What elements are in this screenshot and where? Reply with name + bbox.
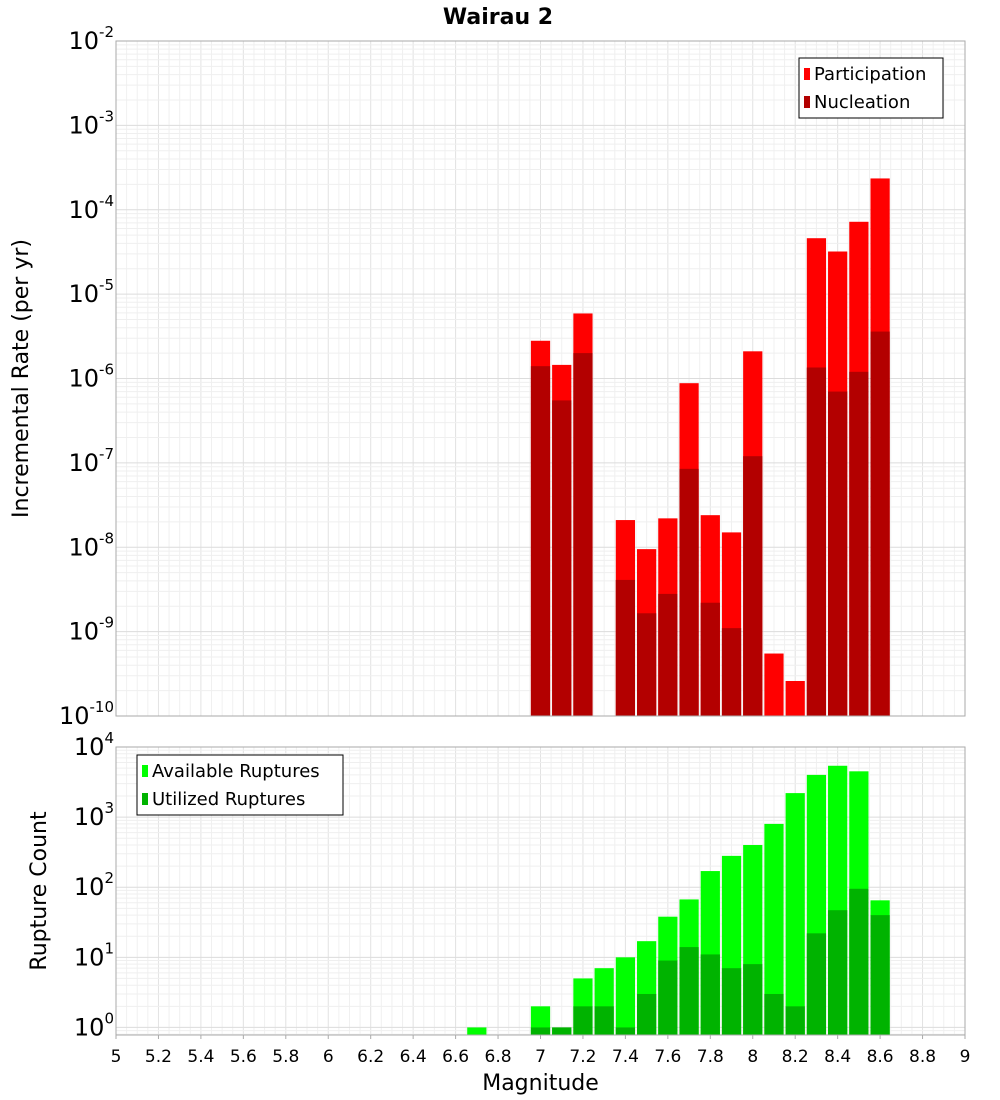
top-y-tick-label: 10-8 <box>68 529 114 561</box>
bottom-y-tick-label: 100 <box>74 1009 114 1041</box>
top-bar-series2 <box>552 400 572 716</box>
x-ticks: 5 5.2 5.4 5.6 5.8 6 6.2 6.4 6.6 6.8 7 7.2 7.4 7.6 7.8 8… <box>111 1035 971 1067</box>
top-y-tick-label: 10-4 <box>68 192 114 224</box>
top-bar-series2 <box>679 468 699 716</box>
top-legend-box <box>798 57 944 119</box>
bottom-bar-series2 <box>594 1006 614 1035</box>
x-tick-label: 7.4 <box>612 1047 639 1067</box>
bottom-bar-series2 <box>785 1006 805 1035</box>
bottom-y-tick-label: 102 <box>74 869 114 901</box>
bottom-bar-series2 <box>764 993 784 1035</box>
x-tick-label: 7.8 <box>697 1047 724 1067</box>
top-bars <box>530 178 890 716</box>
top-y-tick-label: 10-10 <box>59 698 114 730</box>
top-legend-label: Participation <box>814 64 926 85</box>
x-tick-label: 7.6 <box>654 1047 681 1067</box>
x-tick-label: 5.6 <box>230 1047 257 1067</box>
x-tick-label: 8 <box>747 1047 758 1067</box>
bottom-bar-series2 <box>870 915 890 1035</box>
bottom-y-tick-label: 101 <box>74 939 114 971</box>
bottom-bar-series2 <box>573 1006 593 1035</box>
top-bar-series2 <box>700 602 720 716</box>
top-bar-series1 <box>764 653 784 716</box>
x-tick-label: 7.2 <box>569 1047 596 1067</box>
bottom-y-tick-label: 104 <box>74 729 114 761</box>
top-bar-series2 <box>658 593 678 716</box>
x-tick-label: 6.8 <box>485 1047 512 1067</box>
x-tick-label: 8.8 <box>909 1047 936 1067</box>
bottom-bar-series1 <box>785 793 805 1035</box>
x-tick-label: 8.4 <box>824 1047 851 1067</box>
top-bar-series2 <box>870 331 890 716</box>
bottom-bar-series1 <box>467 1027 487 1035</box>
top-y-tick-label: 10-6 <box>68 361 114 393</box>
bottom-plot: 100 101 102 103 104 Rupture Count Available Ru… <box>27 729 970 1096</box>
bottom-legend-box <box>136 754 344 816</box>
top-bar-series2 <box>637 613 657 716</box>
top-plot: 10-10 10-9 10-8 10-7 10-6 10-5 10-4 10-3 10-2 Inc… <box>9 23 966 730</box>
x-tick-label: 5.2 <box>145 1047 172 1067</box>
top-bar-series2 <box>849 371 869 716</box>
top-legend-swatch <box>804 96 810 108</box>
bottom-bar-series2 <box>637 993 657 1035</box>
bottom-legend: Available Ruptures Utilized Ruptures <box>136 754 344 816</box>
bottom-y-tick-label: 103 <box>74 799 114 831</box>
x-tick-label: 8.2 <box>782 1047 809 1067</box>
top-legend-swatch <box>804 68 810 80</box>
x-tick-label: 9 <box>960 1047 971 1067</box>
x-tick-label: 5.8 <box>272 1047 299 1067</box>
bottom-legend-label: Available Ruptures <box>152 761 320 782</box>
top-y-tick-label: 10-7 <box>68 445 114 477</box>
x-tick-label: 5 <box>111 1047 122 1067</box>
bottom-bar-series2 <box>700 954 720 1035</box>
bottom-bar-series2 <box>743 964 763 1035</box>
bottom-bars <box>467 765 890 1035</box>
x-tick-label: 6.6 <box>442 1047 469 1067</box>
top-y-tick-label: 10-3 <box>68 107 114 139</box>
bottom-legend-swatch <box>142 793 148 805</box>
top-y-axis-label: Incremental Rate (per yr) <box>9 239 34 518</box>
bottom-y-ticks: 100 101 102 103 104 <box>74 729 114 1041</box>
x-tick-label: 6 <box>323 1047 334 1067</box>
x-tick-label: 7 <box>535 1047 546 1067</box>
top-y-tick-label: 10-2 <box>68 23 114 55</box>
top-bar-series2 <box>573 353 593 716</box>
bottom-bar-series2 <box>615 1027 636 1035</box>
x-tick-label: 6.4 <box>400 1047 427 1067</box>
bottom-bar-series2 <box>849 888 869 1035</box>
chart-title: Wairau 2 <box>443 5 553 30</box>
top-bar-series2 <box>743 456 763 716</box>
bottom-legend-swatch <box>142 765 148 777</box>
top-y-tick-label: 10-5 <box>68 276 114 308</box>
top-frame <box>115 40 966 717</box>
bottom-bar-series2 <box>721 968 742 1035</box>
bottom-bar-series2 <box>806 933 827 1035</box>
top-bar-series2 <box>721 628 742 716</box>
top-legend-label: Nucleation <box>814 92 910 113</box>
bottom-bar-series2 <box>658 960 678 1035</box>
bottom-bar-series1 <box>764 823 784 1035</box>
top-bar-series2 <box>806 367 827 716</box>
x-tick-label: 6.2 <box>357 1047 384 1067</box>
top-legend: Participation Nucleation <box>798 57 944 119</box>
bottom-legend-label: Utilized Ruptures <box>152 789 305 810</box>
bottom-bar-series2 <box>530 1027 551 1035</box>
top-bar-series1 <box>785 680 805 716</box>
top-bar-series2 <box>828 391 848 716</box>
top-y-tick-label: 10-9 <box>68 614 114 646</box>
top-bar-series2 <box>530 366 551 716</box>
bottom-y-axis-label: Rupture Count <box>27 811 52 971</box>
x-axis-label: Magnitude <box>482 1071 599 1096</box>
bottom-bar-series2 <box>552 1027 572 1035</box>
top-y-ticks: 10-10 10-9 10-8 10-7 10-6 10-5 10-4 10-3 10-2 <box>59 23 114 730</box>
bottom-bar-series2 <box>828 910 848 1035</box>
bottom-bar-series1 <box>615 957 636 1035</box>
x-tick-label: 8.6 <box>867 1047 894 1067</box>
x-tick-label: 5.4 <box>187 1047 214 1067</box>
bottom-bar-series2 <box>679 947 699 1035</box>
top-bar-series2 <box>615 579 636 716</box>
